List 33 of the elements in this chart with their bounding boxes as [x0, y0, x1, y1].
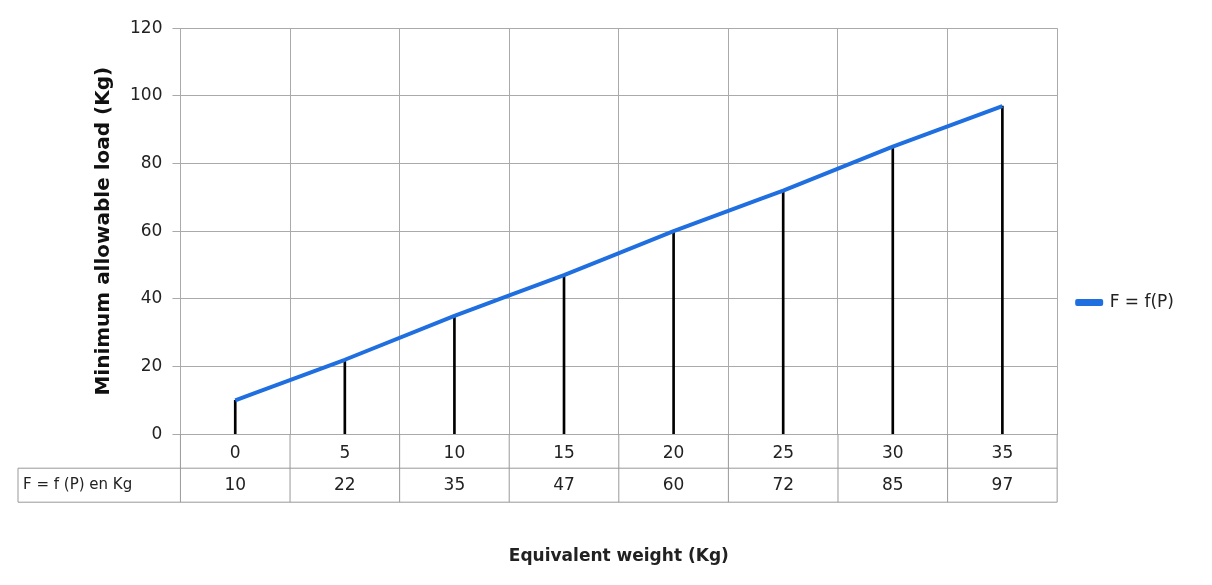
x-tick-label: 35: [991, 441, 1014, 462]
text: F = f (P) en Kg: [23, 475, 133, 494]
x-tick-label: 20: [662, 441, 685, 462]
data-label: 10: [224, 473, 247, 494]
y-tick-label: 60: [140, 219, 163, 240]
data-label: 47: [553, 473, 575, 494]
x-tick-label: 25: [772, 441, 795, 462]
bar: [672, 230, 675, 435]
data-label: 97: [991, 473, 1014, 494]
legend-label: F = f(P): [1109, 290, 1175, 311]
bar: [453, 315, 456, 435]
y-tick-label: 20: [140, 354, 163, 375]
data-label: 60: [662, 473, 685, 494]
bar: [1001, 105, 1004, 435]
y-axis-title: Minimum allowable load (Kg): [90, 66, 115, 396]
y-tick-label: 0: [151, 422, 163, 443]
x-tick-label: 0: [229, 441, 241, 462]
bar: [891, 146, 895, 435]
x-tick-label: 15: [553, 441, 575, 462]
y-tick-label: 40: [140, 287, 163, 308]
x-axis-title: Equivalent weight (Kg): [508, 545, 729, 566]
y-tick-label: 80: [140, 151, 163, 172]
data-label: 22: [334, 473, 356, 494]
data-label: 85: [881, 473, 904, 494]
x-tick-label: 30: [881, 441, 904, 462]
y-tick-label: 100: [129, 84, 163, 105]
data-label: 35: [443, 473, 466, 494]
y-tick-label: 120: [129, 16, 163, 37]
x-tick-label: 10: [443, 441, 466, 462]
data-label: 72: [772, 473, 795, 494]
x-tick-label: 5: [339, 441, 351, 462]
bar: [233, 400, 237, 435]
bar: [781, 190, 785, 435]
